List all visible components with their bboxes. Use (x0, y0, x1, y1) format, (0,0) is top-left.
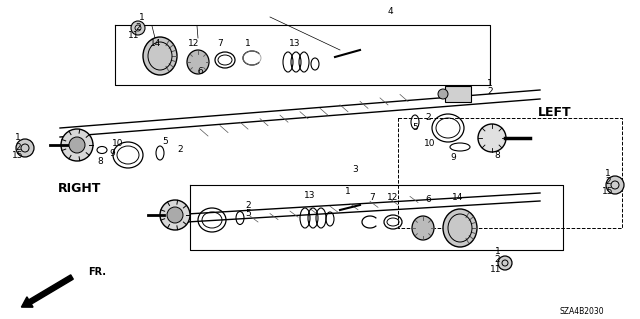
Text: 9: 9 (450, 153, 456, 162)
Circle shape (498, 256, 512, 270)
Text: 11: 11 (490, 264, 502, 273)
Text: 4: 4 (387, 8, 393, 17)
Text: 2: 2 (487, 86, 493, 95)
Ellipse shape (61, 129, 93, 161)
Text: 14: 14 (150, 39, 162, 48)
Circle shape (606, 176, 624, 194)
Text: 1: 1 (15, 133, 21, 143)
Text: 15: 15 (12, 152, 24, 160)
Circle shape (167, 207, 183, 223)
Text: LEFT: LEFT (538, 106, 572, 118)
Text: 9: 9 (109, 149, 115, 158)
Text: 2: 2 (245, 202, 251, 211)
Text: RIGHT: RIGHT (58, 182, 102, 195)
Text: 10: 10 (424, 138, 436, 147)
Text: 8: 8 (494, 151, 500, 160)
Text: 1: 1 (495, 247, 501, 256)
Circle shape (69, 137, 85, 153)
Text: 7: 7 (217, 40, 223, 48)
Text: 2: 2 (15, 143, 21, 152)
Text: 1: 1 (605, 168, 611, 177)
Text: 6: 6 (425, 196, 431, 204)
Text: 2: 2 (605, 177, 611, 187)
Text: SZA4B2030: SZA4B2030 (560, 308, 604, 316)
Text: 13: 13 (304, 191, 316, 201)
Text: 8: 8 (97, 158, 103, 167)
Text: 2: 2 (177, 145, 183, 154)
Text: 1: 1 (139, 13, 145, 23)
Ellipse shape (478, 124, 506, 152)
Text: 7: 7 (369, 192, 375, 202)
Text: 2: 2 (135, 23, 141, 32)
Text: 5: 5 (162, 137, 168, 146)
Text: 11: 11 (128, 32, 140, 41)
FancyArrow shape (21, 275, 73, 307)
Text: 10: 10 (112, 139, 124, 149)
Circle shape (16, 139, 34, 157)
Text: FR.: FR. (88, 267, 106, 277)
Ellipse shape (412, 216, 434, 240)
Text: 5: 5 (245, 210, 251, 219)
Bar (445, 86, 471, 102)
Text: 6: 6 (197, 68, 203, 77)
Text: 15: 15 (602, 187, 614, 196)
Text: 5: 5 (412, 123, 418, 132)
Text: 12: 12 (387, 192, 399, 202)
Ellipse shape (187, 50, 209, 74)
Text: 14: 14 (452, 192, 464, 202)
Circle shape (131, 21, 145, 35)
Text: 2: 2 (494, 256, 500, 264)
Text: 1: 1 (345, 188, 351, 197)
Text: 12: 12 (188, 40, 200, 48)
Ellipse shape (143, 37, 177, 75)
Ellipse shape (443, 209, 477, 247)
Text: 13: 13 (289, 39, 301, 48)
Ellipse shape (160, 200, 190, 230)
Text: 1: 1 (245, 39, 251, 48)
Text: 1: 1 (487, 78, 493, 87)
Text: 2: 2 (425, 114, 431, 122)
Circle shape (438, 89, 448, 99)
Text: 3: 3 (352, 166, 358, 174)
